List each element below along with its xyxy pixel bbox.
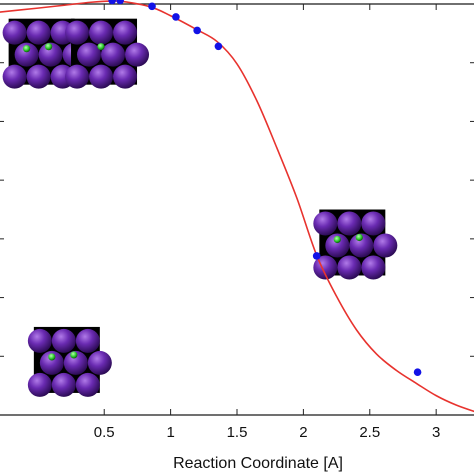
data-point [116, 0, 124, 5]
surface-atom [113, 64, 138, 89]
surface-atom [337, 211, 362, 236]
surface-atom [349, 233, 374, 258]
surface-atom [26, 64, 51, 89]
data-point [172, 13, 180, 21]
surface-atom [87, 350, 112, 375]
adsorbate-atom [23, 45, 31, 53]
atom-surface-2-adsorbates-icon [27, 326, 112, 397]
data-point [193, 26, 201, 35]
x-tick-label: 1.5 [227, 424, 248, 441]
adsorbate-atom [70, 351, 78, 359]
energy-curve [0, 0, 474, 413]
adsorbate-atom [48, 353, 56, 361]
surface-atom [89, 64, 114, 89]
surface-atom [39, 350, 64, 375]
adsorbate-atom [97, 43, 105, 51]
axis-ticks: 0.5 1 1.5 2 2.5 3 [0, 3, 474, 441]
surface-atom [63, 350, 88, 375]
surface-atom [65, 20, 90, 45]
surface-atom [51, 372, 76, 397]
surface-atom [361, 255, 386, 280]
x-tick-label: 0.5 [94, 424, 115, 441]
surface-atom [38, 42, 63, 67]
surface-atom [26, 20, 51, 45]
surface-atom [2, 20, 27, 45]
surface-atom [14, 42, 39, 67]
x-tick-label: 1 [166, 424, 174, 441]
surface-atom [27, 372, 52, 397]
adsorbate-atom [333, 235, 341, 244]
surface-atom [51, 328, 76, 353]
adsorbate-atom [355, 233, 363, 242]
data-point [413, 368, 422, 376]
structure-insets [2, 18, 398, 397]
axis-labels: Reaction Coordinate [A] [173, 455, 343, 472]
surface-atom [125, 42, 150, 67]
surface-atom [75, 372, 100, 397]
surface-atom [337, 255, 362, 280]
data-point [214, 42, 223, 51]
series-layer [0, 0, 474, 413]
x-tick-label: 2.5 [359, 424, 380, 441]
surface-atom [313, 211, 338, 236]
x-tick-label: 2 [299, 424, 307, 441]
surface-atom [77, 42, 102, 67]
atom-surface-1-adsorbate-icon [65, 18, 150, 89]
surface-atom [101, 42, 126, 67]
surface-atom [325, 233, 350, 258]
surface-atom [89, 20, 114, 45]
x-axis-title: Reaction Coordinate [A] [173, 455, 343, 472]
surface-atom [113, 20, 138, 45]
x-tick-label: 3 [432, 424, 440, 441]
surface-atom [75, 328, 100, 353]
surface-atom [2, 64, 27, 89]
surface-atom [361, 211, 386, 236]
surface-atom [65, 64, 90, 89]
surface-atom [373, 233, 398, 258]
data-point [312, 252, 321, 260]
surface-atom [27, 328, 52, 353]
data-point [108, 0, 116, 5]
atom-surface-2-adsorbates-icon [313, 209, 398, 280]
adsorbate-atom [45, 43, 53, 51]
data-point [148, 2, 156, 11]
